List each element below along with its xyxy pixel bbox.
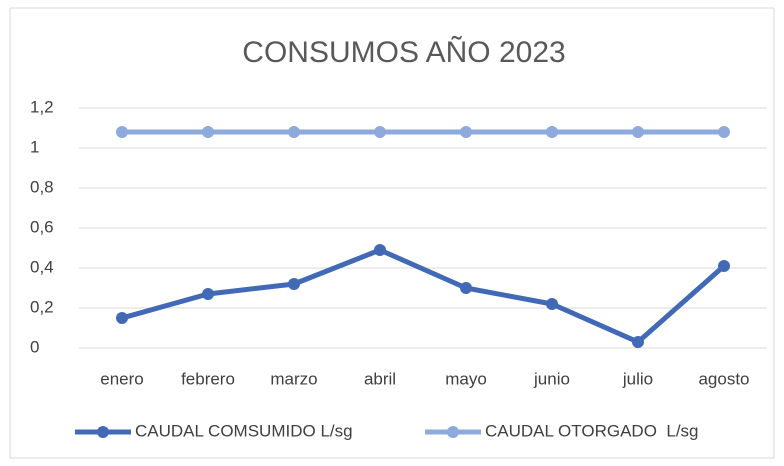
y-tick-label: 0,8 — [30, 177, 54, 196]
x-tick-label: agosto — [698, 369, 749, 388]
x-tick-label: febrero — [181, 369, 235, 388]
series-marker — [202, 288, 214, 300]
series-marker — [116, 312, 128, 324]
y-tick-label: 1,2 — [30, 97, 54, 116]
series-marker — [374, 126, 386, 138]
series-marker — [202, 126, 214, 138]
legend-marker — [97, 426, 109, 438]
y-tick-label: 0,6 — [30, 217, 54, 236]
series-marker — [632, 126, 644, 138]
x-tick-label: mayo — [445, 369, 487, 388]
y-tick-label: 0,2 — [30, 297, 54, 316]
y-tick-label: 1 — [30, 137, 39, 156]
legend-marker — [447, 426, 459, 438]
series-marker — [632, 336, 644, 348]
series-marker — [546, 298, 558, 310]
series-marker — [718, 260, 730, 272]
legend-label: CAUDAL COMSUMIDO L/sg — [135, 421, 353, 440]
series-marker — [288, 126, 300, 138]
y-tick-label: 0,4 — [30, 257, 54, 276]
series-marker — [546, 126, 558, 138]
legend-label: CAUDAL OTORGADO L/sg — [485, 421, 699, 440]
series-marker — [374, 244, 386, 256]
series-line — [121, 247, 726, 345]
x-tick-label: enero — [100, 369, 143, 388]
y-tick-label: 0 — [30, 337, 39, 356]
x-tick-label: junio — [533, 369, 570, 388]
series-marker — [116, 126, 128, 138]
series-marker — [460, 126, 472, 138]
x-tick-label: julio — [622, 369, 653, 388]
series-marker — [460, 282, 472, 294]
chart-title: CONSUMOS AÑO 2023 — [242, 35, 565, 69]
chart-border — [9, 7, 775, 459]
series-marker — [718, 126, 730, 138]
series-marker — [288, 278, 300, 290]
x-tick-label: marzo — [270, 369, 317, 388]
x-tick-label: abril — [364, 369, 396, 388]
